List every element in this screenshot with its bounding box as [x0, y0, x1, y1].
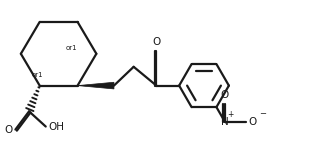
Text: −: −: [259, 110, 266, 119]
Text: +: +: [227, 110, 233, 119]
Polygon shape: [77, 82, 114, 89]
Text: N: N: [221, 117, 229, 127]
Text: or1: or1: [66, 45, 77, 51]
Text: O: O: [152, 37, 161, 47]
Text: O: O: [221, 90, 229, 100]
Text: OH: OH: [48, 121, 64, 132]
Text: or1: or1: [32, 72, 44, 78]
Text: O: O: [4, 125, 12, 135]
Text: O: O: [249, 117, 257, 127]
